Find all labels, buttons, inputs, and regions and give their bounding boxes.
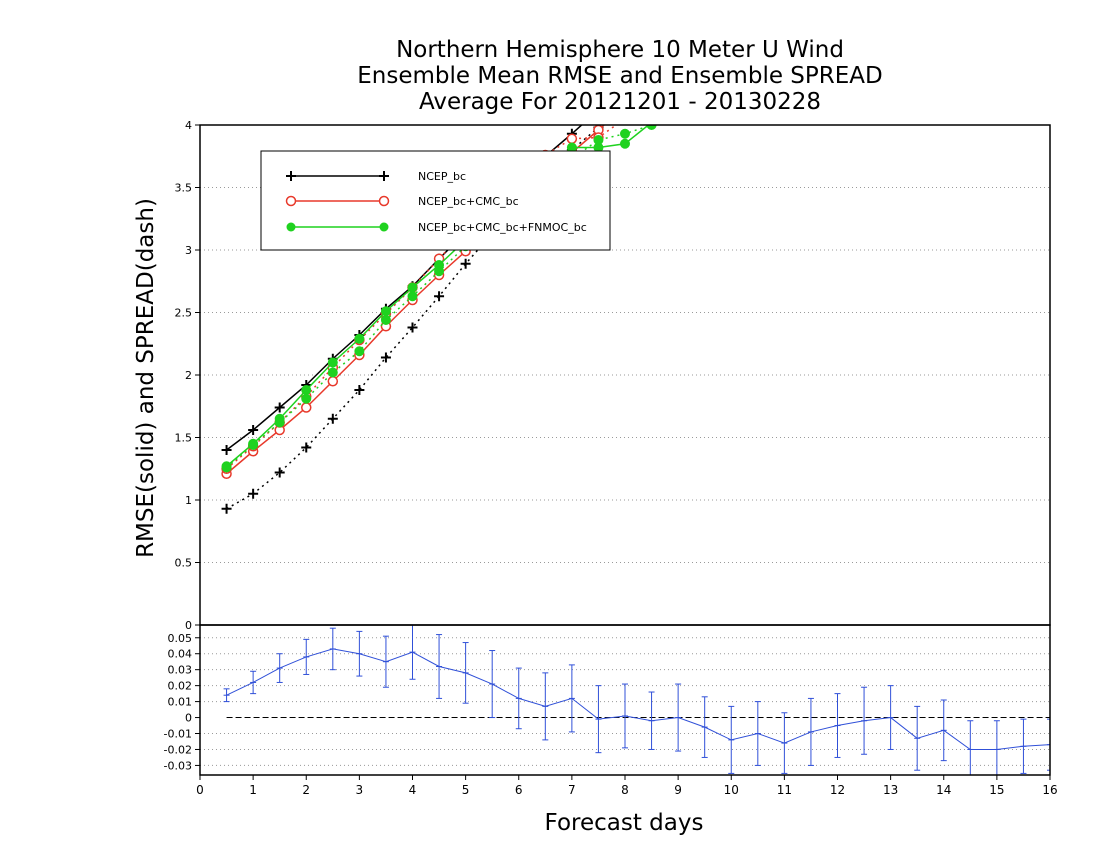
x-tick-label: 2 <box>302 783 310 797</box>
legend-label: NCEP_bc <box>418 170 466 183</box>
x-tick-label: 10 <box>724 783 739 797</box>
x-tick-label: 13 <box>883 783 898 797</box>
plus-marker <box>460 258 471 269</box>
chart-title-line-2: Ensemble Mean RMSE and Ensemble SPREAD <box>357 63 883 89</box>
x-tick-label: 1 <box>249 783 257 797</box>
y-tick-label-bottom: 0.02 <box>168 680 193 693</box>
dot-marker <box>274 417 285 428</box>
series-line-3 <box>226 125 618 470</box>
x-tick-label: 3 <box>356 783 364 797</box>
plus-marker <box>248 425 259 435</box>
plus-marker <box>380 352 391 363</box>
legend-label: NCEP_bc+CMC_bc+FNMOC_bc <box>418 221 587 234</box>
dot-marker <box>354 333 365 344</box>
y-tick-label-bottom: -0.02 <box>164 743 192 756</box>
y-tick-label-top: 2.5 <box>175 307 193 320</box>
y-tick-label-boundary-zero: 0 <box>185 619 192 632</box>
legend: NCEP_bc NCEP_bc+CMC_bc NCEP_bc+CMC_bc+FNMO… <box>260 150 611 251</box>
plus-marker <box>301 442 312 453</box>
plus-marker <box>221 445 232 455</box>
dot-marker <box>327 367 338 378</box>
legend-dot-marker <box>286 222 296 232</box>
x-tick-label: 8 <box>621 783 629 797</box>
circle-marker <box>327 376 339 387</box>
y-tick-label-bottom: -0.01 <box>164 728 192 741</box>
y-tick-label-top: 1 <box>185 494 192 507</box>
dot-marker <box>407 291 418 302</box>
legend-plus-marker <box>286 171 296 181</box>
bottom-series-group <box>223 625 1050 775</box>
dot-marker <box>301 385 312 395</box>
x-tick-label: 7 <box>568 783 576 797</box>
difference-line <box>226 648 1050 750</box>
dot-marker <box>301 393 312 404</box>
y-tick-label-bottom: 0.01 <box>168 696 193 709</box>
x-tick-label: 14 <box>936 783 951 797</box>
plus-marker <box>221 503 232 514</box>
x-tick-label: 11 <box>777 783 792 797</box>
dot-marker <box>380 315 391 325</box>
x-tick-label: 4 <box>409 783 417 797</box>
plus-marker <box>327 413 338 424</box>
chart-title-line-1: Northern Hemisphere 10 Meter U Wind <box>396 37 844 63</box>
y-tick-label-bottom: 0.03 <box>168 664 193 677</box>
x-tick-label: 12 <box>830 783 845 797</box>
y-tick-label-top: 3.5 <box>175 182 193 195</box>
legend-circle-marker <box>285 195 297 207</box>
legend-dot-marker <box>379 222 389 232</box>
dot-marker <box>221 462 232 473</box>
legend-circle-marker <box>378 195 390 207</box>
x-tick-label: 16 <box>1042 783 1057 797</box>
dot-marker <box>620 138 630 149</box>
x-tick-label: 0 <box>196 783 204 797</box>
y-tick-label-bottom: 0.05 <box>168 632 193 645</box>
y-tick-label-bottom: 0 <box>185 712 192 725</box>
dot-marker <box>407 282 418 293</box>
x-tick-label: 6 <box>515 783 523 797</box>
legend-label: NCEP_bc+CMC_bc <box>418 195 519 208</box>
dot-marker <box>354 346 365 357</box>
plus-marker <box>248 488 259 499</box>
y-tick-label-top: 2 <box>185 369 192 382</box>
y-tick-label-top: 4 <box>185 119 192 132</box>
dot-marker <box>327 357 338 368</box>
plus-marker <box>274 467 285 478</box>
dot-marker <box>248 440 259 450</box>
dot-marker <box>593 135 604 145</box>
x-tick-label: 9 <box>674 783 682 797</box>
plus-marker <box>354 385 365 395</box>
dot-marker <box>434 266 445 277</box>
x-axis-label: Forecast days <box>544 810 704 836</box>
legend-plus-marker <box>379 171 389 181</box>
y-tick-label-bottom: -0.03 <box>164 759 192 772</box>
dot-marker <box>380 306 391 317</box>
x-tick-label: 5 <box>462 783 470 797</box>
y-tick-label-bottom: 0.04 <box>168 648 193 661</box>
plus-marker <box>274 402 285 413</box>
y-tick-label-top: 0.5 <box>175 557 193 570</box>
series-line-1 <box>226 125 603 510</box>
y-tick-label-top: 3 <box>185 244 192 257</box>
circle-marker <box>566 133 578 144</box>
dot-marker <box>620 128 630 139</box>
circle-marker <box>301 402 312 413</box>
top-series-group <box>221 125 657 514</box>
x-tick-label: 15 <box>989 783 1004 797</box>
plus-marker <box>434 291 445 302</box>
y-tick-label-top: 1.5 <box>175 432 193 445</box>
chart-title-line-3: Average For 20121201 - 20130228 <box>418 89 822 115</box>
dot-marker <box>646 125 657 130</box>
plus-marker <box>407 322 418 333</box>
